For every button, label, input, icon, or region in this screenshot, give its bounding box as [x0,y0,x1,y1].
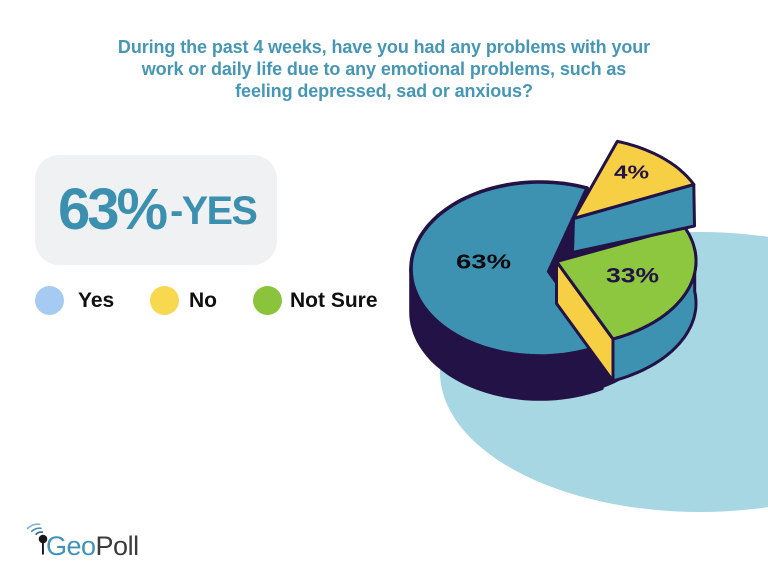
svg-text:GeoPoll: GeoPoll [46,531,139,561]
svg-text:63%: 63% [456,251,511,274]
svg-text:4%: 4% [614,163,649,183]
svg-text:33%: 33% [606,264,659,288]
